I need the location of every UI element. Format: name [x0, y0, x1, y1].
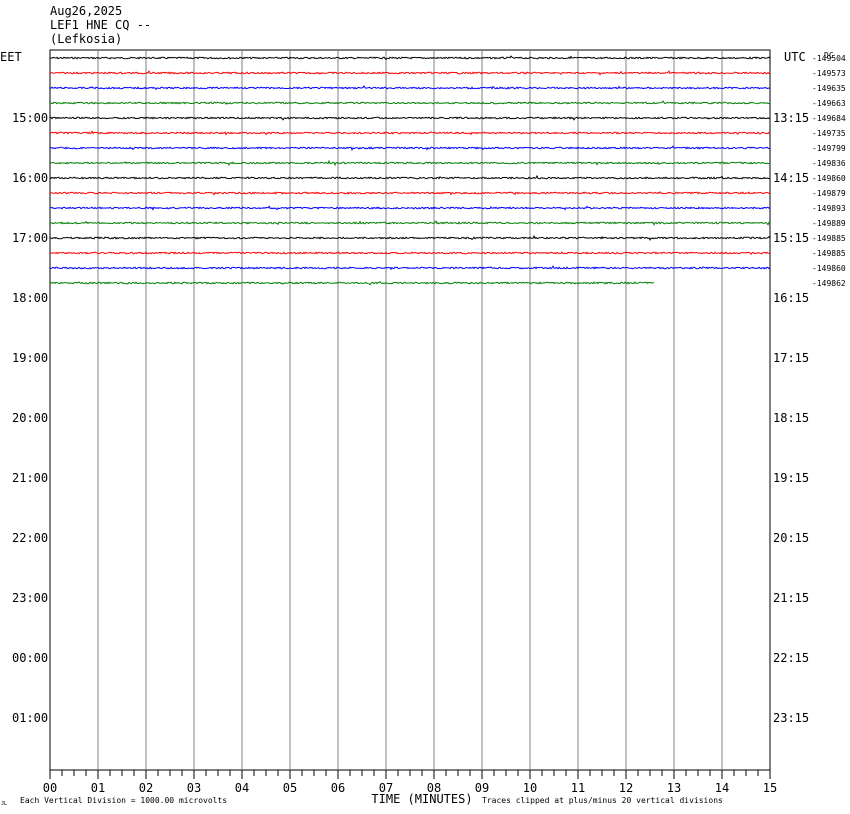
trace-dc-offset: -149504 [812, 54, 846, 63]
clip-note: Traces clipped at plus/minus 20 vertical… [482, 796, 723, 805]
left-hour-label: 20:00 [12, 411, 48, 425]
trace-dc-offset: -149893 [812, 204, 846, 213]
x-tick-label: 06 [331, 781, 345, 795]
right-hour-label: 19:15 [773, 471, 809, 485]
left-hour-label: 15:00 [12, 111, 48, 125]
x-tick-label: 08 [427, 781, 441, 795]
x-tick-label: 07 [379, 781, 393, 795]
corner-mark: JL [1, 801, 7, 807]
trace-dc-offset: -149862 [812, 279, 846, 288]
x-axis-title: TIME (MINUTES) [371, 792, 472, 806]
trace-line [49, 116, 771, 121]
right-hour-label: 15:15 [773, 231, 809, 245]
left-hour-label: 19:00 [12, 351, 48, 365]
trace-line [49, 205, 771, 211]
x-tick-label: 09 [475, 781, 489, 795]
x-tick-label: 04 [235, 781, 249, 795]
trace-line [49, 159, 771, 167]
trace-line [49, 145, 771, 151]
left-hour-label: 17:00 [12, 231, 48, 245]
trace-dc-offset: -149635 [812, 84, 846, 93]
right-hour-label: 22:15 [773, 651, 809, 665]
trace-dc-offset: -149860 [812, 174, 846, 183]
trace-dc-offset: -149684 [812, 114, 846, 123]
trace-line [49, 191, 771, 196]
trace-dc-offset: -149663 [812, 99, 846, 108]
x-tick-label: 11 [571, 781, 585, 795]
left-hour-label: 00:00 [12, 651, 48, 665]
x-tick-label: 10 [523, 781, 537, 795]
trace-line [49, 220, 771, 226]
x-tick-label: 14 [715, 781, 729, 795]
left-hour-label: 18:00 [12, 291, 48, 305]
right-timezone-label: UTC [784, 50, 806, 64]
plot-frame [49, 49, 771, 771]
station-code: LEF1 HNE CQ -- [50, 18, 152, 32]
x-tick-label: 05 [283, 781, 297, 795]
trace-line [49, 174, 771, 180]
dc-offset-header: DC [824, 51, 834, 60]
right-hour-label: 17:15 [773, 351, 809, 365]
trace-dc-offset: -149885 [812, 249, 846, 258]
right-hour-label: 20:15 [773, 531, 809, 545]
plot-date: Aug26,2025 [50, 4, 123, 18]
trace-line [49, 265, 771, 271]
trace-line [49, 100, 771, 106]
station-location: (Lefkosia) [50, 32, 123, 46]
x-tick-label: 13 [667, 781, 681, 795]
trace-line [49, 55, 771, 61]
trace-line [49, 69, 771, 76]
x-tick-label: 00 [43, 781, 57, 795]
scale-note: Each Vertical Division = 1000.00 microvo… [20, 796, 227, 805]
left-hour-label: 16:00 [12, 171, 48, 185]
right-hour-label: 21:15 [773, 591, 809, 605]
trace-dc-offset: -149879 [812, 189, 846, 198]
left-hour-label: 01:00 [12, 711, 48, 725]
trace-line [49, 234, 771, 241]
trace-line [49, 280, 655, 286]
trace-dc-offset: -149799 [812, 144, 846, 153]
right-hour-label: 23:15 [773, 711, 809, 725]
trace-line [49, 251, 771, 256]
left-hour-label: 22:00 [12, 531, 48, 545]
trace-line [49, 85, 771, 91]
x-tick-label: 15 [763, 781, 777, 795]
trace-dc-offset: -149836 [812, 159, 846, 168]
left-timezone-label: EET [0, 50, 22, 64]
trace-line [49, 130, 771, 136]
x-tick-label: 03 [187, 781, 201, 795]
right-hour-label: 18:15 [773, 411, 809, 425]
trace-dc-offset: -149735 [812, 129, 846, 138]
trace-dc-offset: -149860 [812, 264, 846, 273]
right-hour-label: 14:15 [773, 171, 809, 185]
left-hour-label: 21:00 [12, 471, 48, 485]
trace-dc-offset: -149573 [812, 69, 846, 78]
left-hour-label: 23:00 [12, 591, 48, 605]
trace-dc-offset: -149885 [812, 234, 846, 243]
right-hour-label: 13:15 [773, 111, 809, 125]
trace-dc-offset: -149889 [812, 219, 846, 228]
right-hour-label: 16:15 [773, 291, 809, 305]
x-tick-label: 12 [619, 781, 633, 795]
x-tick-label: 01 [91, 781, 105, 795]
x-tick-label: 02 [139, 781, 153, 795]
